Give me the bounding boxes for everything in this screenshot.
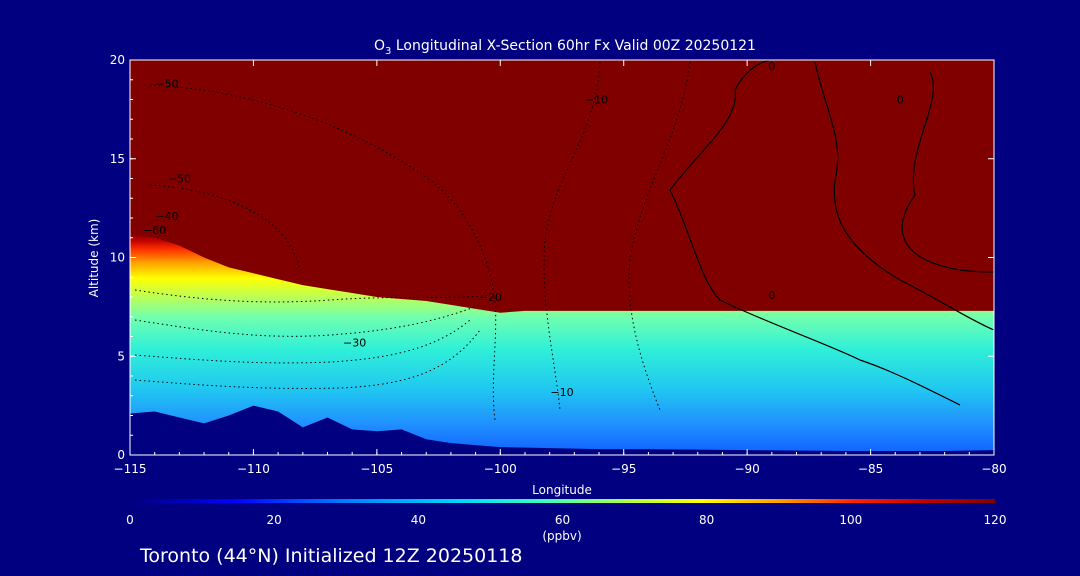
colorbar-units: (ppbv) <box>542 529 581 543</box>
y-tick-label: 20 <box>110 53 125 67</box>
contour-line <box>134 304 481 337</box>
x-tick-label: −110 <box>237 462 270 476</box>
x-axis: −115 −110 −105 −100 −95 −90 −85 −80 <box>114 60 1007 476</box>
contour-label: −50 <box>155 78 178 91</box>
plot-area: −50 −50 −40−60 −30 −20 −10 −10 0 0 0 <box>130 60 994 455</box>
x-tick-label: −95 <box>611 462 636 476</box>
contour-line <box>543 61 601 411</box>
y-tick-label: 10 <box>110 251 125 265</box>
terrain <box>130 405 994 455</box>
contour-line <box>149 184 301 271</box>
x-tick-label: −85 <box>858 462 883 476</box>
y-tick-label: 5 <box>117 349 125 363</box>
x-tick-label: −80 <box>981 462 1006 476</box>
contour-line <box>814 61 994 331</box>
x-axis-label: Longitude <box>532 483 592 497</box>
y-tick-label: 15 <box>110 152 125 166</box>
contour-line <box>901 71 994 273</box>
y-axis-label: Altitude (km) <box>87 219 101 298</box>
colorbar-tick-label: 40 <box>411 513 426 527</box>
contour-label: 0 <box>768 60 775 73</box>
colorbar-tick-label: 20 <box>267 513 282 527</box>
contour-line <box>669 60 771 191</box>
x-tick-label: −100 <box>484 462 517 476</box>
chart-title: O3 Longitudinal X-Section 60hr Fx Valid … <box>374 38 756 57</box>
contour-line <box>669 189 961 406</box>
contour-label: −10 <box>585 93 608 106</box>
y-tick-label: 0 <box>117 448 125 462</box>
y-axis: 0 5 10 15 20 <box>110 53 994 462</box>
footer-location: Toronto (44°N) Initialized 12Z 20250118 <box>139 545 523 567</box>
contour-label: −40 <box>155 210 178 223</box>
colorbar-tick-label: 120 <box>984 513 1007 527</box>
contour-line <box>134 329 481 389</box>
contour-label: −10 <box>550 386 573 399</box>
colorbar-tick-label: 80 <box>699 513 714 527</box>
x-tick-label: −105 <box>360 462 393 476</box>
colorbar-ticks: 0 20 40 60 80 100 120 <box>126 513 1006 527</box>
contour-label: 0 <box>897 93 904 106</box>
contour-line <box>628 61 691 411</box>
contour-label-group: −50 −50 −40−60 −30 −20 −10 −10 0 0 0 <box>143 60 904 399</box>
contour-label: −50 <box>168 172 191 185</box>
contour-line <box>149 84 497 421</box>
contour-lines <box>134 60 994 421</box>
colorbar-tick-label: 60 <box>555 513 570 527</box>
troposphere-field <box>130 233 994 455</box>
contour-line <box>134 289 491 303</box>
contour-label: −30 <box>343 336 366 349</box>
colorbar <box>130 499 995 503</box>
x-tick-label: −115 <box>114 462 147 476</box>
colorbar-tick-label: 100 <box>839 513 862 527</box>
contour-label: −20 <box>479 291 502 304</box>
x-tick-label: −90 <box>734 462 759 476</box>
colorbar-tick-label: 0 <box>126 513 134 527</box>
contour-label: 0 <box>768 289 775 302</box>
contour-label: −60 <box>143 224 166 237</box>
